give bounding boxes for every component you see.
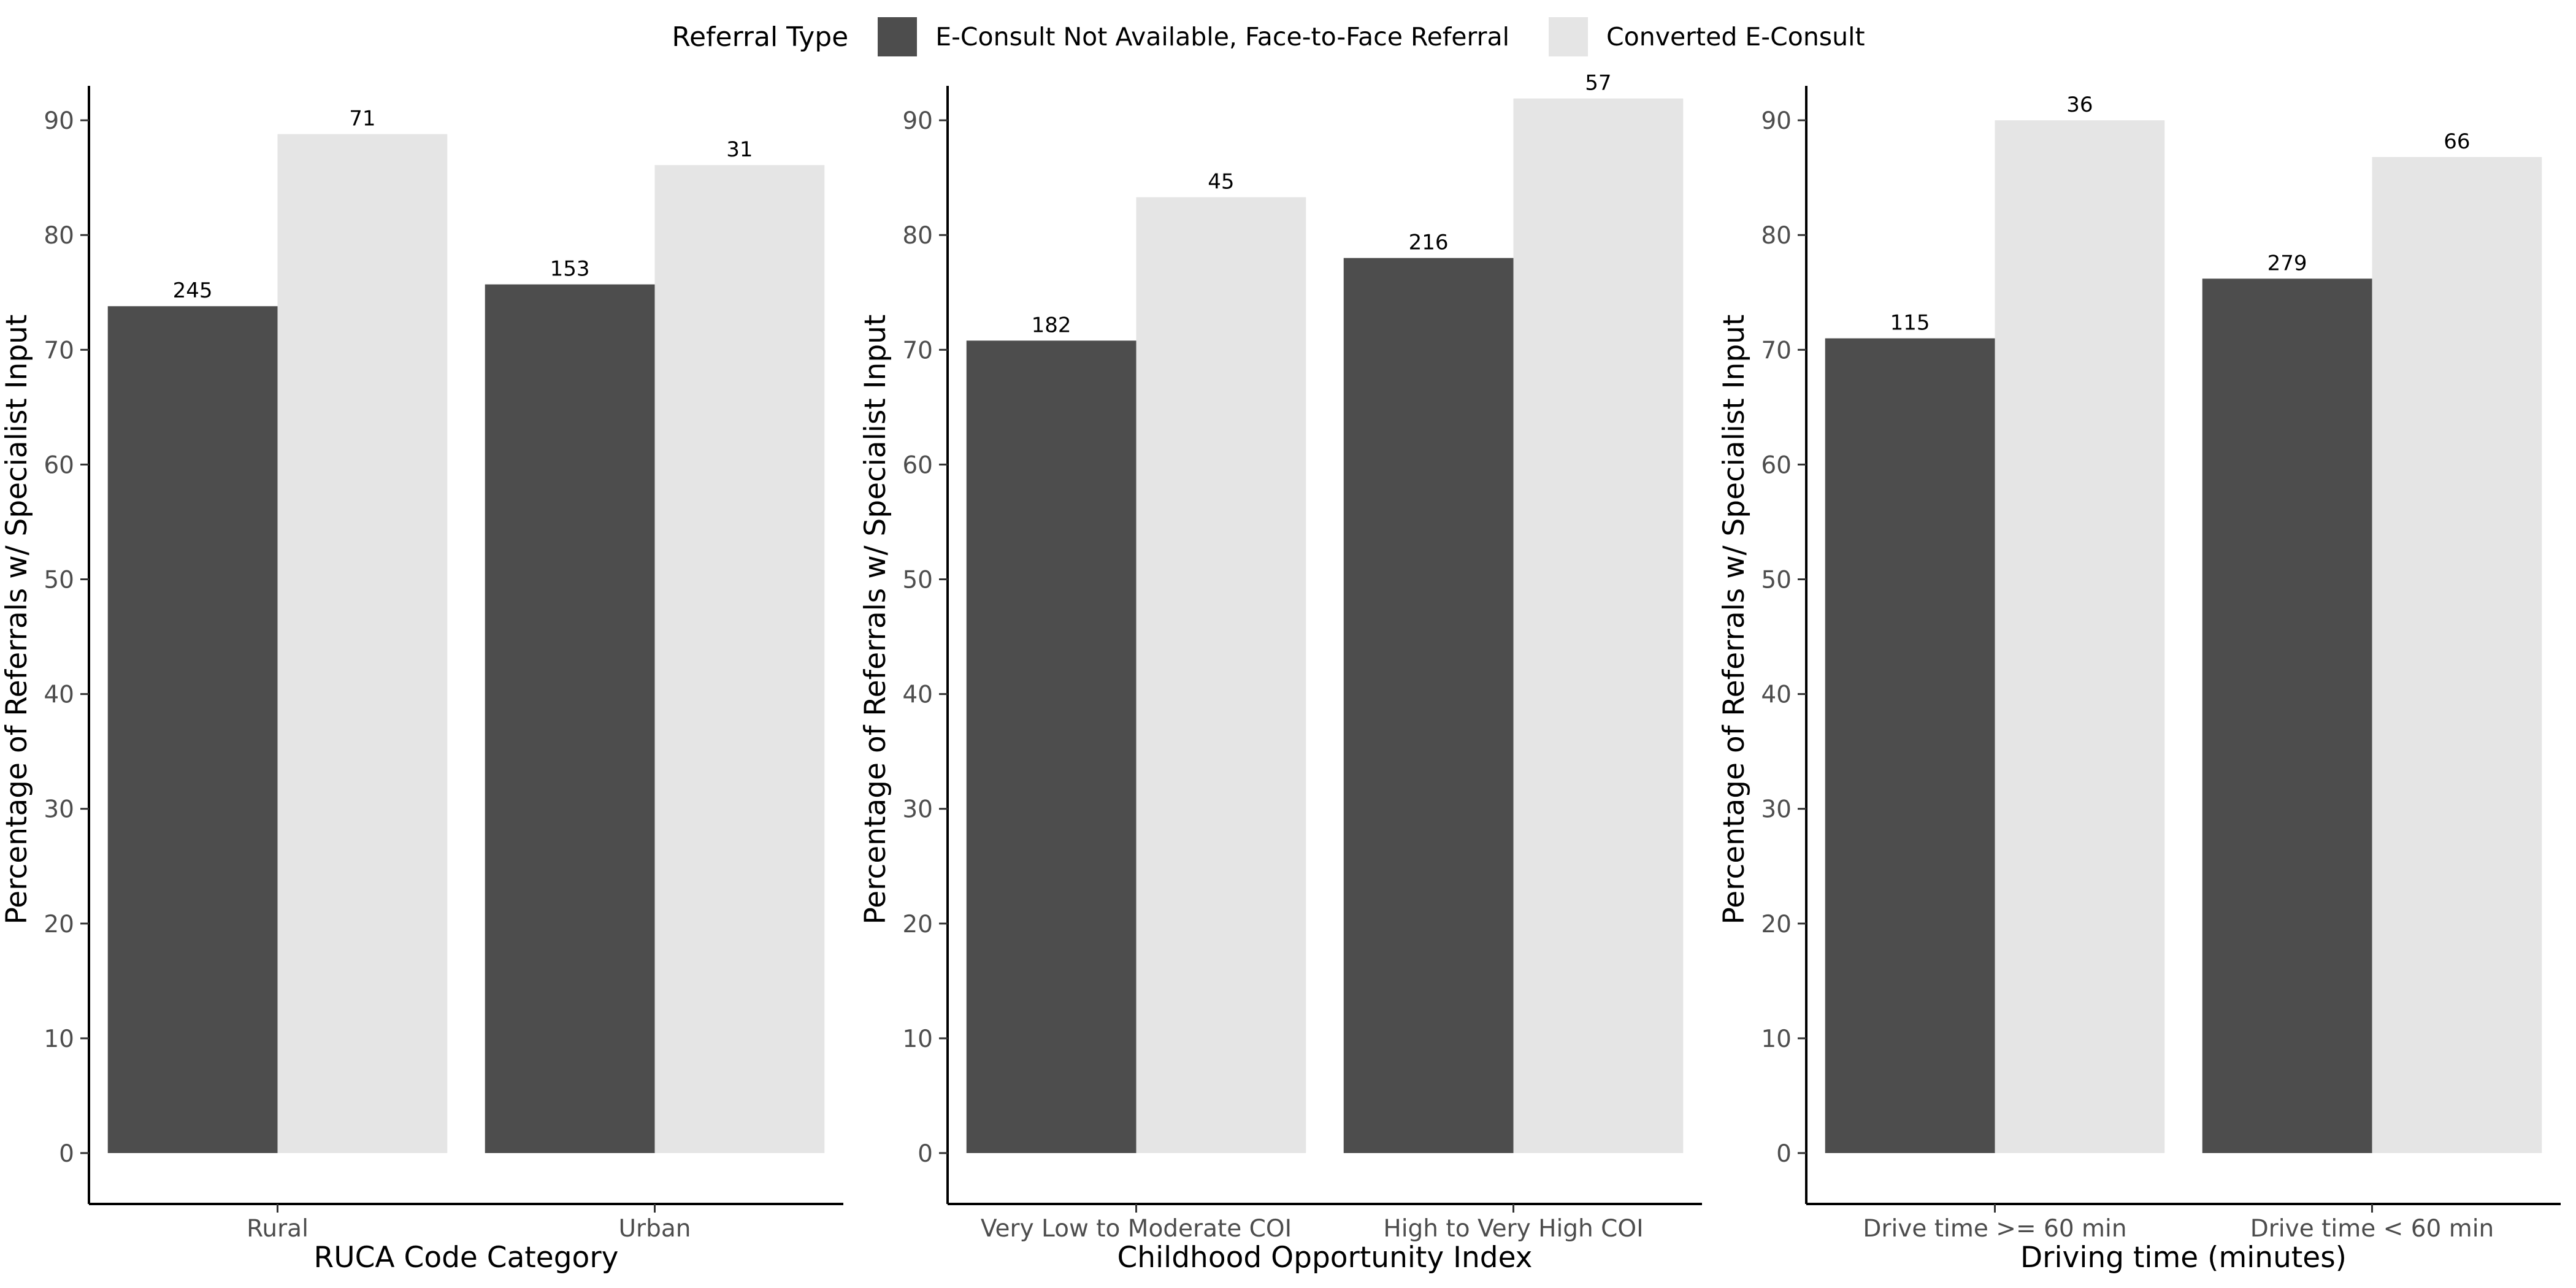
panel-2-bar-label: 182	[1032, 313, 1071, 337]
panel-1-y-tick-label: 0	[59, 1140, 74, 1168]
panel-2-y-axis-title: Percentage of Referrals w/ Specialist In…	[859, 315, 892, 925]
legend: Referral Type E-Consult Not Available, F…	[0, 12, 2576, 61]
panel-3-bar	[1825, 338, 1995, 1153]
panel-2-bar-label: 45	[1208, 169, 1234, 194]
panel-3-y-tick-label: 70	[1761, 337, 1792, 364]
panel-2-y-tick-label: 70	[902, 337, 933, 364]
panel-1-y-tick-label: 20	[44, 911, 74, 938]
panel-3-bar	[2202, 278, 2372, 1154]
panel-3-y-tick-label: 80	[1761, 222, 1792, 250]
panel-3-bar-label: 279	[2267, 251, 2307, 275]
legend-title: Referral Type	[672, 21, 849, 53]
panel-2-x-axis-title: Childhood Opportunity Index	[1117, 1241, 1532, 1275]
legend-swatch-converted	[1549, 17, 1588, 56]
legend-label-converted: Converted E-Consult	[1606, 22, 1865, 52]
panel-1-y-tick-label: 80	[44, 222, 74, 250]
panel-2-x-tick-label: High to Very High COI	[1383, 1215, 1643, 1243]
panel-2-y-tick-label: 40	[902, 681, 933, 709]
panel-2-y-tick-label: 80	[902, 222, 933, 250]
panel-2-bar-label: 216	[1409, 231, 1449, 255]
panel-1-y-axis-title: Percentage of Referrals w/ Specialist In…	[0, 315, 34, 925]
panel-2-y-tick-label: 90	[902, 107, 933, 135]
panel-1-bar	[485, 284, 655, 1153]
panel-3-bar-label: 115	[1890, 311, 1930, 335]
panel-3-bar	[1995, 120, 2165, 1153]
legend-label-face-to-face: E-Consult Not Available, Face-to-Face Re…	[935, 22, 1509, 52]
panel-2-x-tick-label: Very Low to Moderate COI	[981, 1215, 1292, 1243]
panel-3-x-tick-label: Drive time < 60 min	[2250, 1215, 2494, 1243]
panel-2-bar	[966, 340, 1137, 1153]
panel-2-bar	[1513, 98, 1684, 1153]
panel-1-bar-label: 71	[349, 107, 375, 131]
panel-2-y-tick-label: 60	[902, 451, 933, 479]
panel-2-y-tick-label: 50	[902, 567, 933, 594]
legend-item-converted: Converted E-Consult	[1549, 17, 1865, 56]
panel-1-y-tick-label: 60	[44, 451, 74, 479]
panel-3-bar	[2372, 157, 2542, 1153]
panel-2-bar-label: 57	[1585, 71, 1611, 96]
panel-1-x-tick-label: Rural	[247, 1215, 309, 1243]
panel-2-y-tick-label: 10	[902, 1025, 933, 1053]
panel-1-y-tick-label: 50	[44, 567, 74, 594]
panel-3-y-tick-label: 20	[1761, 911, 1792, 938]
panel-3-x-tick-label: Drive time >= 60 min	[1863, 1215, 2126, 1243]
panel-1-bar	[107, 306, 278, 1153]
panel-3-y-tick-label: 0	[1776, 1140, 1792, 1168]
panel-2-y-tick-label: 20	[902, 911, 933, 938]
panel-3-y-tick-label: 90	[1761, 107, 1792, 135]
panel-1-bar-label: 153	[550, 257, 590, 282]
panel-1-x-tick-label: Urban	[619, 1215, 691, 1243]
panel-1-y-tick-label: 70	[44, 337, 74, 364]
legend-item-face-to-face: E-Consult Not Available, Face-to-Face Re…	[878, 17, 1509, 56]
panel-1-y-tick-label: 90	[44, 107, 74, 135]
panel-3-y-tick-label: 30	[1761, 796, 1792, 824]
panel-1-bar-label: 245	[173, 278, 213, 303]
panel-2-y-tick-label: 0	[918, 1140, 933, 1168]
panel-3-y-tick-label: 60	[1761, 451, 1792, 479]
panel-3-y-axis-title: Percentage of Referrals w/ Specialist In…	[1717, 315, 1751, 925]
panel-2-y-tick-label: 30	[902, 796, 933, 824]
panel-1-bar-label: 31	[726, 137, 753, 162]
panel-2-bar	[1343, 258, 1514, 1154]
panel-1-y-tick-label: 30	[44, 796, 74, 824]
panel-1-bar	[654, 165, 825, 1153]
panel-1-y-tick-label: 40	[44, 681, 74, 709]
panel-3-y-tick-label: 50	[1761, 567, 1792, 594]
panel-3-bar-label: 36	[2066, 93, 2093, 117]
panel-2-bar	[1136, 197, 1306, 1153]
panel-1-x-axis-title: RUCA Code Category	[314, 1241, 619, 1275]
panel-3-bar-label: 66	[2444, 129, 2470, 154]
legend-swatch-face-to-face	[878, 17, 918, 56]
panel-1-y-tick-label: 10	[44, 1025, 74, 1053]
panel-3-x-axis-title: Driving time (minutes)	[2020, 1241, 2347, 1275]
panel-3-y-tick-label: 40	[1761, 681, 1792, 709]
panel-3-y-tick-label: 10	[1761, 1025, 1792, 1053]
panel-1-bar	[277, 134, 448, 1153]
